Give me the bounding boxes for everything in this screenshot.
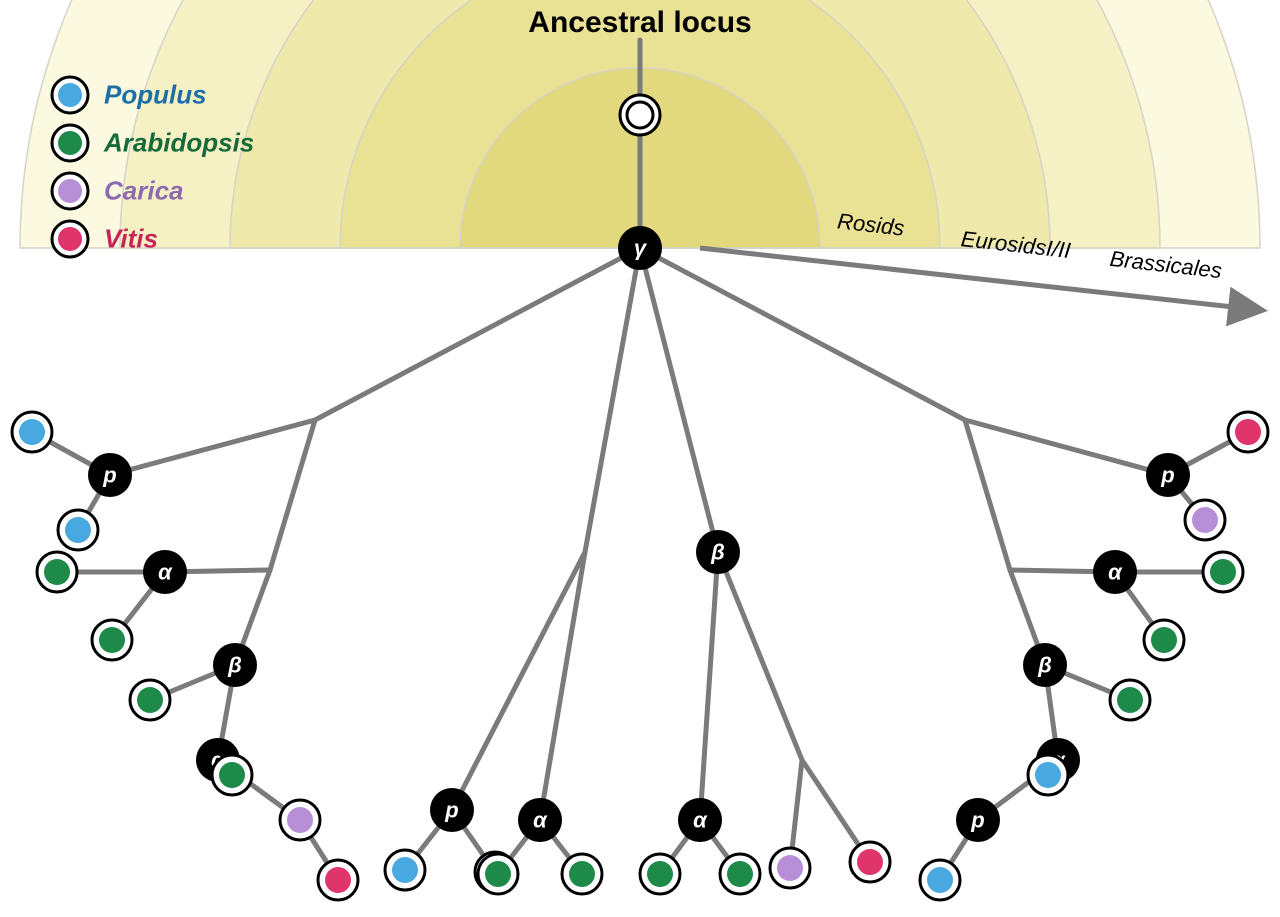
event-node-label: p <box>970 808 984 833</box>
leaf-populus <box>385 850 425 890</box>
leaf-arabidopsis <box>92 620 132 660</box>
leaf-arabidopsis <box>1110 680 1150 720</box>
legend-item: Carica <box>52 173 184 209</box>
leaf-carica <box>1185 500 1225 540</box>
ancestral-node <box>620 95 660 135</box>
leaf-arabidopsis <box>212 755 252 795</box>
page-title: Ancestral locus <box>528 6 751 39</box>
phylogeny-diagram: RosidsEurosidsI/IIBrassicalesγpαβαpααβpα… <box>0 0 1280 917</box>
event-node-label: α <box>1108 560 1123 585</box>
leaf-vitis <box>850 842 890 882</box>
legend-marker-fill <box>58 179 82 203</box>
event-node-label: β <box>227 653 242 678</box>
leaf-populus <box>58 510 98 550</box>
legend-marker-fill <box>58 131 82 155</box>
leaf-vitis <box>1228 412 1268 452</box>
event-node-label: α <box>693 808 708 833</box>
leaf-populus <box>12 412 52 452</box>
legend-item: Populus <box>52 77 207 113</box>
event-node-label: p <box>1160 463 1174 488</box>
leaf-populus <box>1028 755 1068 795</box>
event-node-label: α <box>158 560 173 585</box>
leaf-arabidopsis <box>562 854 602 894</box>
leaf-arabidopsis <box>37 552 77 592</box>
legend-label: Carica <box>104 176 184 206</box>
legend-marker-fill <box>58 83 82 107</box>
legend-label: Arabidopsis <box>103 128 254 158</box>
event-node-label: β <box>1037 653 1052 678</box>
legend-label: Vitis <box>104 224 158 254</box>
leaf-vitis <box>318 860 358 900</box>
leaf-arabidopsis <box>130 680 170 720</box>
event-node-label: γ <box>634 236 648 261</box>
legend-marker-fill <box>58 227 82 251</box>
event-node-label: p <box>102 463 116 488</box>
leaf-populus <box>920 860 960 900</box>
leaf-arabidopsis <box>478 854 518 894</box>
leaf-arabidopsis <box>720 854 760 894</box>
leaf-arabidopsis <box>1203 552 1243 592</box>
leaf-arabidopsis <box>1144 620 1184 660</box>
leaf-carica <box>770 848 810 888</box>
legend-item: Arabidopsis <box>52 125 254 161</box>
leaf-carica <box>280 800 320 840</box>
legend-label: Populus <box>104 80 207 110</box>
event-node-label: p <box>444 798 458 823</box>
event-node-label: β <box>710 540 725 565</box>
event-node-label: α <box>533 808 548 833</box>
legend-item: Vitis <box>52 221 158 257</box>
leaf-arabidopsis <box>640 854 680 894</box>
